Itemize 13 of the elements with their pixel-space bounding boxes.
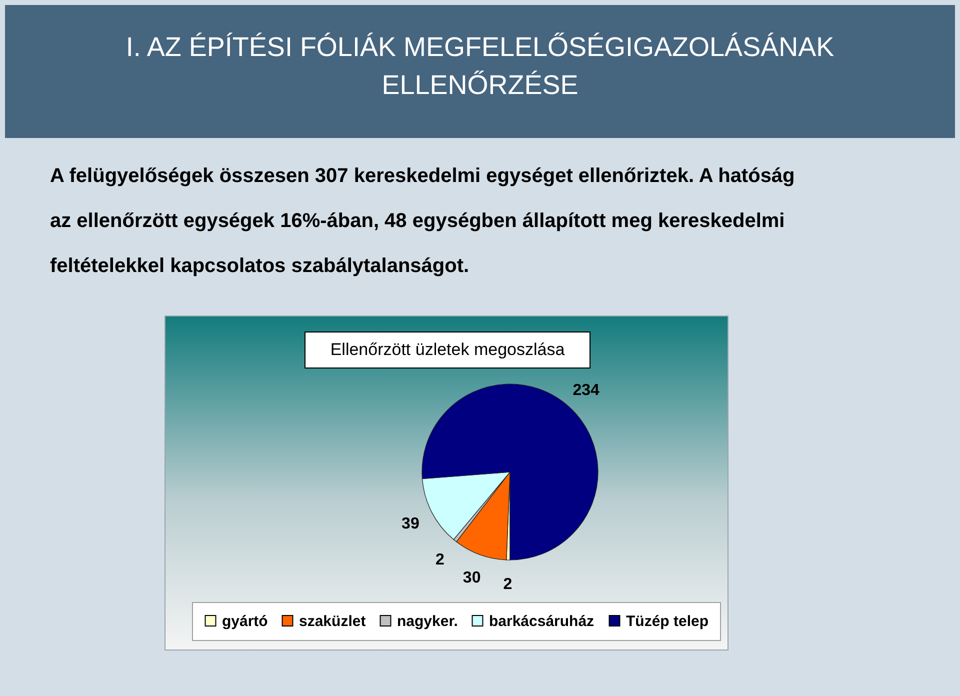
data-label: 234 bbox=[572, 382, 600, 399]
text: A felügyelőségek összesen 307 kereskedelmi egységet ellenőriztek. A hatóság az ellenőrzött egységek 16%-ában, 48 egységben állapított meg kereskedelmi feltételekkel kapcsolatos szabálytalanságot. bbox=[50, 165, 795, 277]
legend-label: szaküzlet bbox=[299, 612, 366, 630]
legend-label: Tüzép telep bbox=[626, 612, 709, 630]
data-label: 2 bbox=[436, 551, 445, 568]
legend-label: nagyker. bbox=[397, 612, 458, 630]
data-label: 2 bbox=[503, 576, 512, 593]
text: I. AZ ÉPÍTÉSI FÓLIÁK MEGFELELŐSÉGIGAZOLÁSÁNAK ELLENŐRZÉSE bbox=[126, 32, 834, 100]
legend-label: gyártó bbox=[222, 612, 268, 630]
data-label: 30 bbox=[462, 569, 481, 586]
chart-title: Ellenőrzött üzletek megoszlása bbox=[330, 340, 566, 359]
data-label: 39 bbox=[402, 515, 420, 532]
legend-label: barkácsáruház bbox=[489, 612, 594, 630]
